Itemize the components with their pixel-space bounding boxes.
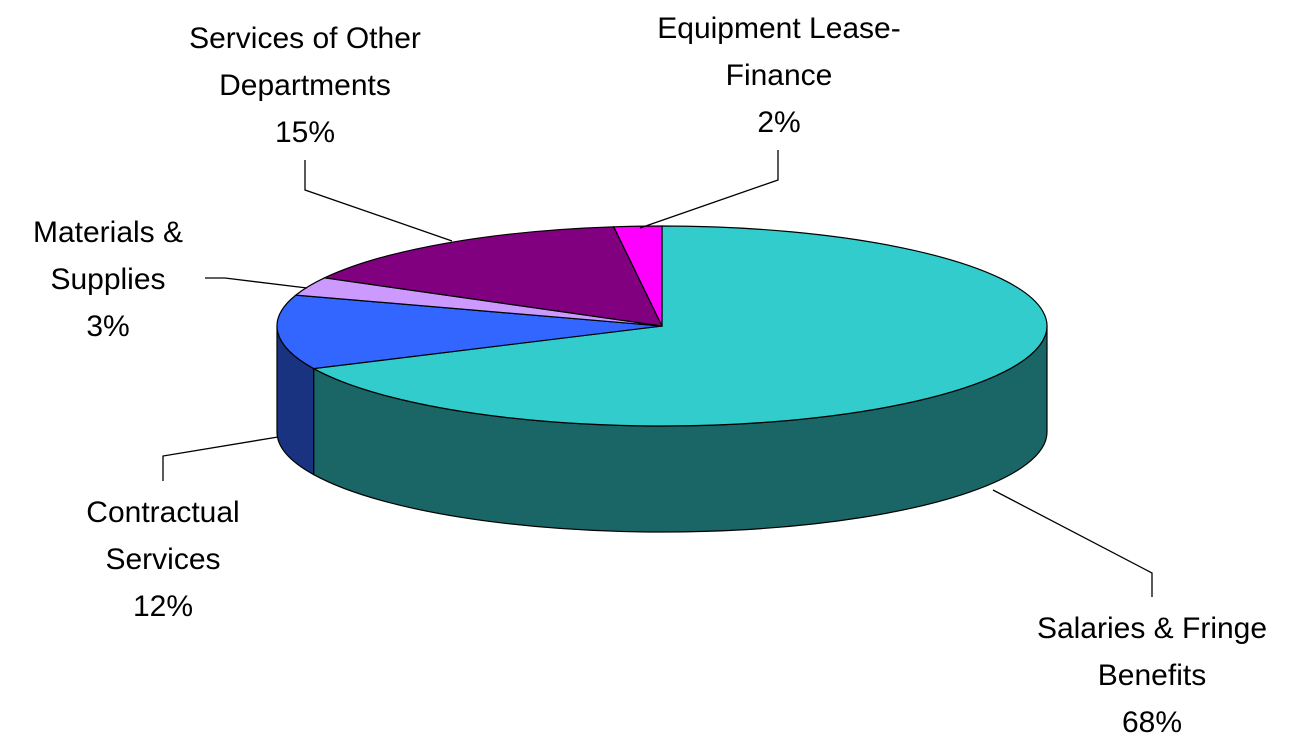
leader-line	[205, 277, 308, 289]
category-label: Materials & Supplies	[32, 216, 184, 296]
slice-label: Equipment Lease-Finance 2%	[614, 5, 944, 146]
slice-label: Services of Other Departments 15%	[150, 15, 460, 156]
slice-label: Salaries & Fringe Benefits 68%	[1002, 605, 1302, 738]
slice	[276, 294, 663, 370]
slice	[322, 226, 664, 327]
slice	[311, 225, 1048, 427]
leader-line	[992, 489, 1153, 597]
value-label: 15%	[274, 116, 336, 149]
category-label: Contractual Services	[86, 496, 240, 576]
value-label: 3%	[86, 310, 130, 343]
category-label: Services of Other Departments	[189, 22, 421, 102]
category-label: Salaries & Fringe Benefits	[1036, 612, 1268, 692]
value-label: 68%	[1121, 706, 1183, 738]
slice	[612, 225, 663, 327]
slice-label: Contractual Services 12%	[63, 489, 263, 630]
leader-line	[162, 436, 279, 481]
value-label: 12%	[132, 590, 194, 623]
category-label: Equipment Lease-Finance	[657, 12, 901, 92]
leader-line	[639, 150, 779, 229]
value-label: 2%	[757, 106, 801, 139]
leader-line	[304, 160, 453, 242]
slice-label: Materials & Supplies 3%	[8, 209, 208, 350]
